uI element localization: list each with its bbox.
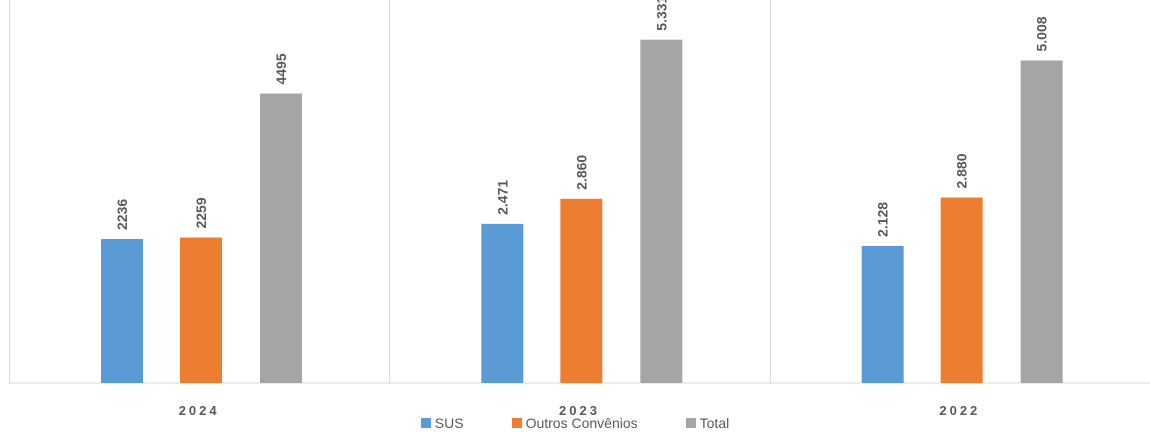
category-label: 2023 xyxy=(559,403,600,418)
data-label: 2.471 xyxy=(494,180,510,215)
legend-label: Total xyxy=(699,415,730,431)
bar-sus-2023 xyxy=(481,223,524,383)
bar-outros-conv-nios-2022 xyxy=(940,197,983,383)
bar-outros-conv-nios-2023 xyxy=(560,198,603,383)
bar-sus-2024 xyxy=(101,239,143,383)
legend-label: SUS xyxy=(434,415,464,431)
category-label: 2022 xyxy=(939,403,980,418)
legend-swatch xyxy=(511,418,522,428)
legend: SUS Outros Convênios Total xyxy=(0,414,1150,432)
data-label: 5.008 xyxy=(1034,16,1050,51)
legend-label: Outros Convênios xyxy=(525,415,638,431)
data-label: 2.860 xyxy=(573,155,589,190)
data-label: 2.880 xyxy=(954,153,970,188)
data-label: 2259 xyxy=(193,197,209,228)
data-label: 5.331 xyxy=(653,0,669,31)
category-label: 2024 xyxy=(179,403,220,418)
bar-outros-conv-nios-2024 xyxy=(180,237,222,383)
legend-swatch xyxy=(420,418,431,428)
bar-total-2023 xyxy=(640,39,683,384)
data-label: 4495 xyxy=(273,53,289,84)
legend-swatch xyxy=(685,418,696,428)
legend-item-outros-conv-nios: Outros Convênios xyxy=(511,414,638,432)
bar-total-2024 xyxy=(260,93,302,383)
bar-sus-2022 xyxy=(861,245,904,383)
data-label: 2.128 xyxy=(875,202,891,237)
legend-item-total: Total xyxy=(685,414,730,432)
legend-item-sus: SUS xyxy=(420,414,464,432)
bar-total-2022 xyxy=(1020,60,1063,383)
data-label: 2236 xyxy=(114,199,130,230)
